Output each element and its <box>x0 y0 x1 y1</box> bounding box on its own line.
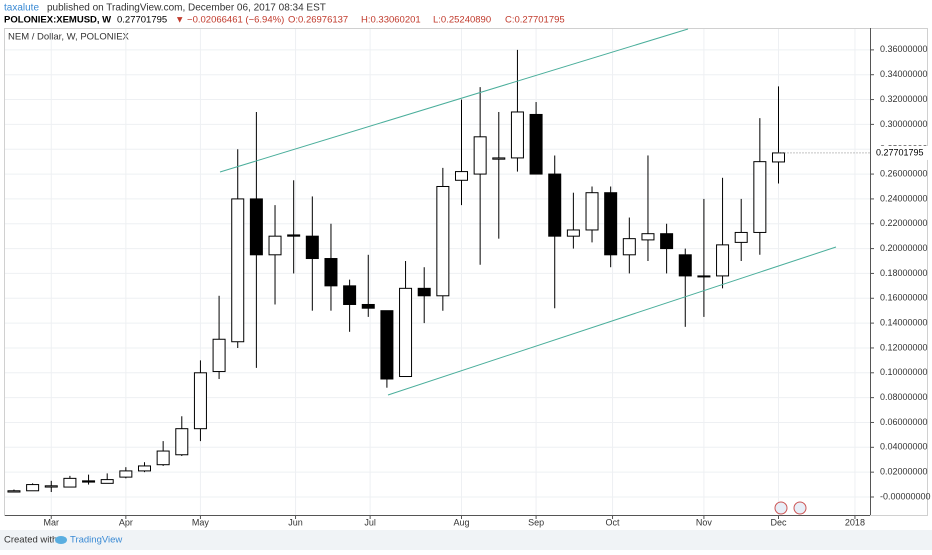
candle-body <box>716 244 730 277</box>
candle-body <box>7 490 21 493</box>
candle-body <box>473 136 487 175</box>
x-tick-label: Aug <box>453 517 469 527</box>
symbol: POLONIEX:XEMUSD, W <box>4 15 111 26</box>
candle-body <box>63 477 77 488</box>
candle-body <box>361 303 375 309</box>
y-tick-label: 0.04000000 <box>880 442 928 452</box>
candle-body <box>660 233 674 250</box>
candle-body <box>641 233 655 241</box>
candle-body <box>492 157 506 160</box>
y-tick-label: 0.22000000 <box>880 218 928 228</box>
y-tick-label: 0.24000000 <box>880 193 928 203</box>
candle-body <box>343 285 357 305</box>
y-tick-label: 0.02000000 <box>880 467 928 477</box>
y-tick-label: 0.32000000 <box>880 94 928 104</box>
candle-body <box>585 192 599 231</box>
y-tick-label: 0.08000000 <box>880 392 928 402</box>
candle-body <box>287 234 301 237</box>
last-price: 0.27701795 <box>117 15 167 26</box>
axis: -0.00000000 0.02000000 0.04000000 0.0600000… <box>44 44 931 527</box>
change: ▼ −0.02066461 (−6.94%) <box>175 15 284 26</box>
candle-body <box>137 465 151 472</box>
last-price-box <box>871 145 928 160</box>
x-tick-label: 2018 <box>845 517 865 527</box>
candle-body <box>678 254 692 277</box>
brand-logo <box>55 536 67 544</box>
candle-body <box>380 310 394 380</box>
candle-body <box>753 161 767 233</box>
candle-body <box>548 173 562 237</box>
candle-body <box>510 111 524 159</box>
candle-body <box>566 229 580 237</box>
candle-body <box>454 171 468 181</box>
x-tick-label: Nov <box>696 517 713 527</box>
author[interactable]: taxalute <box>4 3 39 14</box>
y-tick-label: 0.26000000 <box>880 168 928 178</box>
x-tick-label: May <box>192 517 210 527</box>
candle-body <box>249 198 263 256</box>
y-tick-label: 0.14000000 <box>880 317 928 327</box>
trend-line-lower <box>387 246 837 396</box>
candle-body <box>697 275 711 278</box>
candle-body <box>156 450 170 466</box>
footer-brand[interactable]: TradingView <box>70 535 122 546</box>
y-tick-label: 0.34000000 <box>880 69 928 79</box>
grid <box>5 29 870 515</box>
candle-body <box>268 235 282 256</box>
last-price-label: 0.27701795 <box>876 147 924 157</box>
y-tick-label: 0.10000000 <box>880 367 928 377</box>
candle-body <box>734 231 748 243</box>
candles <box>7 49 870 493</box>
y-tick-label: -0.00000000 <box>880 491 931 501</box>
candle-body <box>622 238 636 256</box>
ohlc-close: C:0.27701795 <box>505 15 565 26</box>
candle-body <box>604 192 618 256</box>
x-tick-label: Apr <box>119 517 133 527</box>
x-tick-label: Dec <box>770 517 787 527</box>
event-icon[interactable] <box>774 501 788 515</box>
candle-body <box>193 372 207 430</box>
y-tick-label: 0.06000000 <box>880 417 928 427</box>
candle-body <box>231 198 245 343</box>
ohlc-low: L:0.25240890 <box>433 15 491 26</box>
event-icon[interactable] <box>793 501 807 515</box>
candle-body <box>771 152 785 163</box>
y-tick-label: 0.20000000 <box>880 243 928 253</box>
trend-line-upper <box>219 28 689 173</box>
candle-body <box>82 480 96 483</box>
candle-body <box>305 235 319 260</box>
y-tick-label: 0.30000000 <box>880 119 928 129</box>
chart-title: NEM / Dollar, W, POLONIEX <box>8 32 130 43</box>
candle-body <box>399 287 413 378</box>
x-tick-label: Jun <box>288 517 303 527</box>
candle-body <box>26 484 40 492</box>
footer-created: Created with <box>4 535 57 546</box>
candle-body <box>119 470 133 478</box>
y-tick-label: 0.12000000 <box>880 342 928 352</box>
x-tick-label: Oct <box>606 517 621 527</box>
candle-body <box>324 258 338 287</box>
ohlc-high: H:0.33060201 <box>361 15 421 26</box>
candle-body <box>175 428 189 456</box>
x-tick-label: Mar <box>44 517 60 527</box>
x-tick-label: Jul <box>364 517 376 527</box>
candle-body <box>100 479 114 484</box>
y-tick-label: 0.16000000 <box>880 293 928 303</box>
x-tick-label: Sep <box>528 517 544 527</box>
candle-body <box>436 185 450 297</box>
y-tick-label: 0.36000000 <box>880 44 928 54</box>
candle-body <box>44 485 58 488</box>
ohlc-open: O:0.26976137 <box>288 15 348 26</box>
candle-body <box>529 113 543 175</box>
y-tick-label: 0.18000000 <box>880 268 928 278</box>
footer-bar <box>0 530 932 550</box>
candle-body <box>212 338 226 373</box>
published: published on TradingView.com, December 0… <box>47 3 326 14</box>
candle-body <box>417 287 431 297</box>
